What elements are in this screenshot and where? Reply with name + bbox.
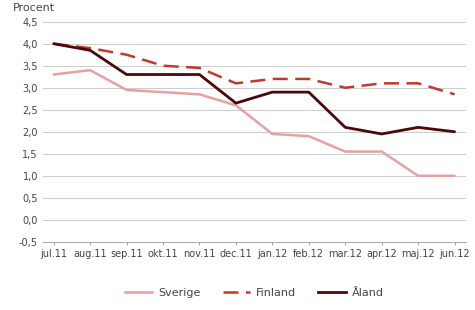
Legend: Sverige, Finland, Åland: Sverige, Finland, Åland bbox=[120, 283, 388, 302]
Text: Procent: Procent bbox=[13, 3, 55, 13]
